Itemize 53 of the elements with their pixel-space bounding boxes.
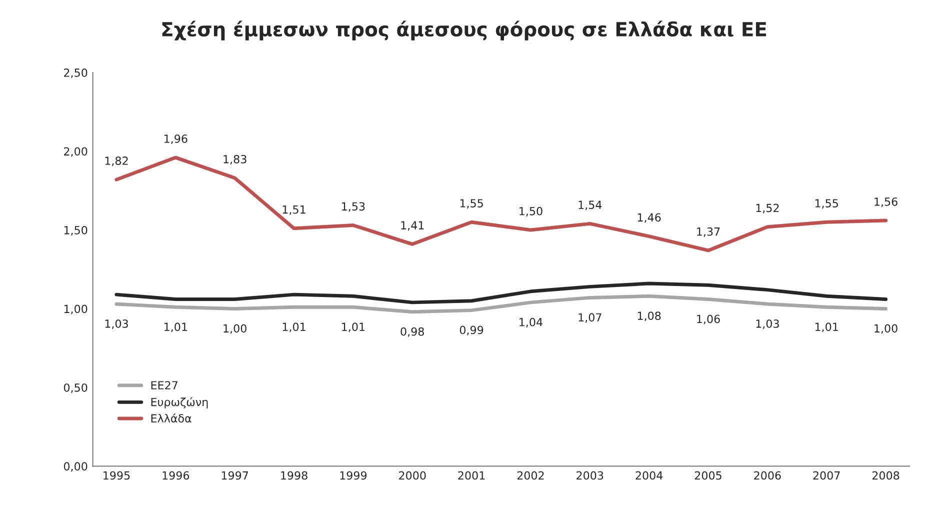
data-label: 1,52 <box>756 204 779 214</box>
legend-label: ΕΕ27 <box>151 381 178 390</box>
data-label: 1,06 <box>697 314 720 324</box>
legend-label: Ευρωζώνη <box>151 397 208 408</box>
x-tick-label: 2003 <box>576 471 604 480</box>
x-tick-label: 2000 <box>399 471 426 480</box>
y-tick-label: 0,00 <box>64 462 88 472</box>
x-tick-label: 2002 <box>517 471 544 480</box>
data-label: 0,99 <box>460 326 484 336</box>
data-label: 1,03 <box>756 319 779 330</box>
data-label: 1,41 <box>401 221 424 231</box>
x-tick-label: 2004 <box>636 471 663 480</box>
data-label: 1,00 <box>224 324 246 334</box>
x-tick-label: 2008 <box>872 471 900 480</box>
data-label: 1,46 <box>638 213 661 223</box>
x-tick-label: 2001 <box>458 471 485 480</box>
data-label: 1,55 <box>815 199 838 209</box>
data-label: 1,01 <box>282 322 306 332</box>
y-tick-label: 1,00 <box>64 304 88 314</box>
data-label: 1,01 <box>164 322 187 332</box>
data-label: 1,82 <box>105 156 128 166</box>
line-series <box>114 282 888 304</box>
y-tick-label: 0,50 <box>64 383 88 393</box>
data-label: 1,51 <box>282 206 306 215</box>
legend-label: Ελλάδα <box>151 414 192 423</box>
data-label: 1,07 <box>578 313 602 323</box>
data-label: 1,00 <box>874 324 898 334</box>
x-tick-label: 1995 <box>104 471 130 480</box>
data-label: 1,01 <box>342 322 365 332</box>
data-label: 1,37 <box>697 227 720 237</box>
data-label: 1,04 <box>520 318 542 328</box>
data-label: 1,50 <box>520 206 542 216</box>
y-tick-label: 2,50 <box>64 68 88 78</box>
data-label: 1,53 <box>342 202 365 212</box>
x-tick-label: 1999 <box>340 471 367 480</box>
y-tick-label: 1,50 <box>64 226 88 236</box>
chart-title: Σχέση έμμεσων προς άμεσους φόρους σε Ελλάδα και ΕΕ <box>162 20 766 40</box>
data-label: 1,96 <box>164 134 188 144</box>
x-tick-label: 2007 <box>813 471 840 480</box>
x-tick-label: 1996 <box>162 471 190 480</box>
data-label: 1,08 <box>638 312 661 322</box>
data-label: 0,98 <box>400 327 424 337</box>
data-label: 1,56 <box>874 197 898 208</box>
y-tick-label: 2,00 <box>64 147 88 157</box>
x-tick-label: 1997 <box>222 471 248 480</box>
x-tick-label: 1998 <box>281 471 308 480</box>
x-tick-label: 2005 <box>694 471 722 480</box>
data-label: 1,83 <box>224 154 246 165</box>
data-label: 1,54 <box>578 200 602 210</box>
x-tick-label: 2006 <box>754 471 781 480</box>
data-label: 1,55 <box>460 199 483 209</box>
data-label: 1,03 <box>105 319 128 330</box>
data-label: 1,01 <box>815 322 838 332</box>
